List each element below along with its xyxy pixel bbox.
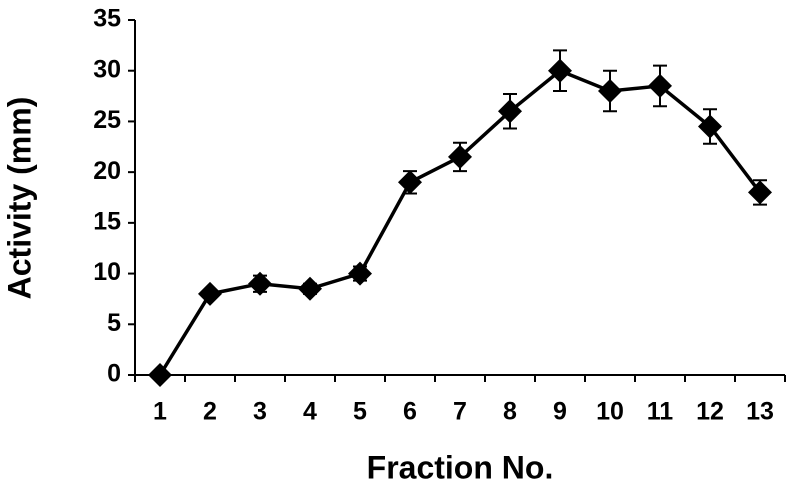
x-tick-label: 12 (696, 398, 724, 426)
x-tick-label: 13 (746, 398, 774, 426)
y-tick-label: 15 (93, 207, 121, 235)
marker (148, 363, 172, 387)
y-tick-label: 5 (107, 309, 121, 337)
x-tick-label: 8 (503, 398, 517, 426)
x-tick-label: 3 (253, 398, 267, 426)
y-tick-label: 25 (93, 106, 121, 134)
marker (198, 282, 222, 306)
marker (248, 272, 272, 296)
y-axis-label: Activity (mm) (1, 97, 37, 300)
y-tick-label: 0 (107, 360, 121, 388)
y-tick-label: 35 (93, 5, 121, 33)
x-tick-label: 9 (553, 398, 567, 426)
x-tick-label: 11 (647, 398, 674, 426)
x-tick-label: 4 (303, 398, 317, 426)
marker (298, 277, 322, 301)
x-tick-label: 7 (453, 398, 467, 426)
x-axis-label: Fraction No. (367, 449, 554, 485)
data-line (160, 71, 760, 375)
x-tick-label: 5 (353, 398, 367, 426)
x-tick-label: 6 (403, 398, 417, 426)
marker (348, 262, 372, 286)
x-tick-label: 10 (596, 398, 624, 426)
marker (598, 79, 622, 103)
y-tick-label: 20 (93, 157, 121, 185)
x-tick-label: 1 (153, 398, 167, 426)
marker (398, 170, 422, 194)
y-tick-label: 10 (93, 258, 121, 286)
x-tick-label: 2 (203, 398, 217, 426)
y-tick-label: 30 (93, 55, 121, 83)
